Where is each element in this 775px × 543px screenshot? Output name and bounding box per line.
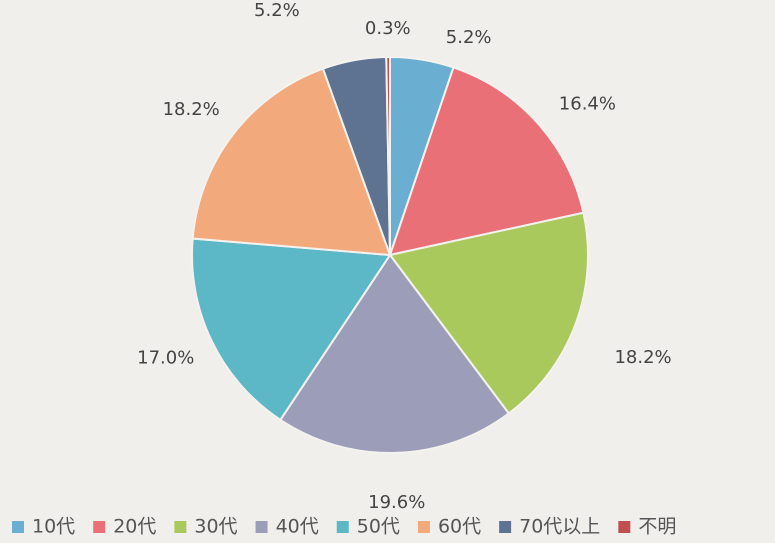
legend-swatch [417, 521, 430, 533]
legend-label: 20代 [113, 516, 156, 538]
pie-slice [278, 253, 511, 454]
legend-label: 70代以上 [519, 516, 600, 538]
legend-label: 50代 [357, 516, 400, 538]
value-label: 5.2% [254, 0, 300, 21]
legend-label: 10代 [32, 516, 75, 538]
legend-swatch [174, 521, 187, 533]
legend-swatch [93, 521, 106, 533]
value-label: 17.0% [137, 348, 194, 369]
legend: 10代 20代 30代 40代 50代 60代 70代以上 不明 [12, 516, 676, 538]
legend-swatch [336, 521, 349, 533]
legend-swatch [499, 521, 512, 533]
legend-swatch [618, 521, 631, 533]
pie-slice [385, 55, 391, 256]
pie-slice [388, 66, 585, 257]
legend-label: 30代 [194, 516, 237, 538]
pie-slice [191, 237, 392, 422]
value-label: 5.2% [446, 27, 492, 48]
value-label: 18.2% [163, 99, 220, 120]
legend-label: 60代 [438, 516, 481, 538]
value-labels: 5.2% 16.4% 18.2% 19.6% 17.0% 18.2% 5.2% 0.3% [137, 0, 672, 513]
legend-label: 不明 [638, 516, 676, 538]
pie-slice [388, 211, 589, 415]
value-label: 18.2% [614, 347, 671, 368]
value-label: 19.6% [368, 492, 425, 513]
pie-slice [191, 67, 392, 257]
legend-swatch [255, 521, 268, 533]
pie [191, 55, 589, 454]
legend-swatch [12, 521, 24, 533]
value-label: 16.4% [559, 93, 616, 114]
value-label: 0.3% [365, 18, 411, 39]
legend-label: 40代 [276, 516, 319, 538]
